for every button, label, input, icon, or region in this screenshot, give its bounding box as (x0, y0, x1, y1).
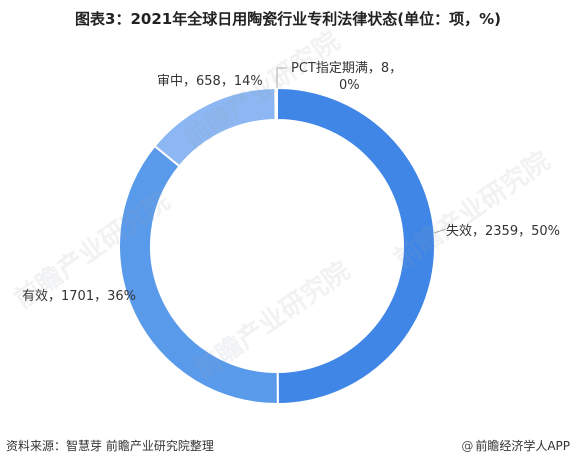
data-label: PCT指定期满，8， 0% (291, 61, 402, 93)
data-label: 有效，1701，36% (22, 289, 136, 304)
data-label: 失效，2359，50% (446, 224, 560, 239)
credit: @ 前瞻经济学人APP (461, 437, 570, 454)
footer: 资料来源：智慧芽 前瞻产业研究院整理 @ 前瞻经济学人APP (0, 434, 576, 460)
leader-lines (276, 67, 447, 234)
data-label: 审中，658，14% (157, 74, 263, 89)
at-icon: @ (461, 439, 474, 453)
donut-slices (118, 86, 437, 406)
donut-slice (118, 144, 279, 405)
source-note: 资料来源：智慧芽 前瞻产业研究院整理 (6, 439, 214, 453)
chart-title: 图表3：2021年全球日用陶瓷行业专利法律状态(单位：项，%) (75, 10, 501, 28)
data-labels: 失效，2359，50% 有效，1701，36% 审中，658，14% PCT指定期满，… (22, 61, 560, 304)
donut-slice (153, 86, 277, 168)
credit-text: 前瞻经济学人APP (475, 439, 570, 453)
donut-slice (276, 86, 437, 406)
leader-line (276, 67, 287, 88)
leader-line (433, 228, 447, 234)
donut-chart: 失效，2359，50% 有效，1701，36% 审中，658，14% PCT指定期满，… (22, 61, 560, 406)
donut-slice (274, 86, 278, 122)
